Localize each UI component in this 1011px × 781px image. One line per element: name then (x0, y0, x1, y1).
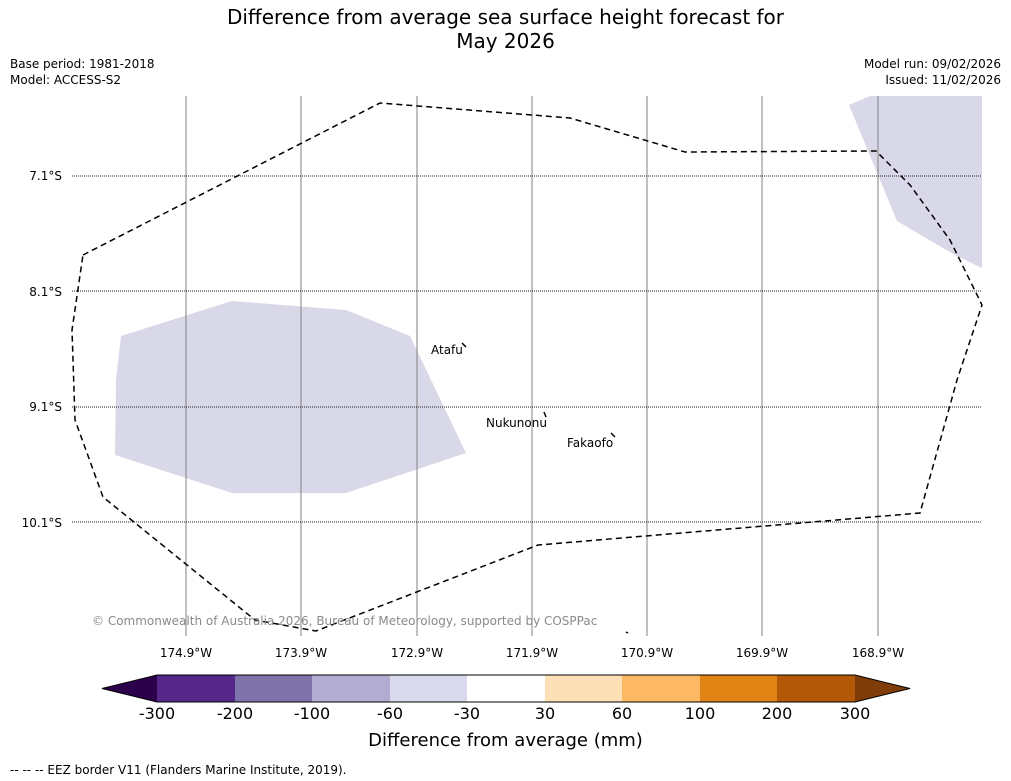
colorbar-segment-9 (777, 675, 855, 702)
colorbar-tick-7: 100 (684, 704, 716, 723)
anomaly-area-northeast (849, 96, 982, 268)
chart-title: Difference from average sea surface heig… (0, 5, 1011, 53)
lon-label-171-9: 171.9°W (505, 646, 559, 660)
meridian-lines (185, 96, 879, 636)
colorbar-segment-5 (467, 675, 545, 702)
colorbar-tick-3: -60 (376, 704, 404, 723)
colorbar-segment-6 (545, 675, 622, 702)
lat-label-8-1: 8.1°S (29, 285, 62, 299)
model-run: Model run: 09/02/2026 (863, 57, 1001, 71)
island-nukunonu-mark (543, 411, 547, 418)
model-name: Model: ACCESS-S2 (10, 73, 122, 87)
meta-left: Base period: 1981-2018 Model: ACCESS-S2 (10, 56, 155, 88)
colorbar-outline (101, 674, 911, 703)
colorbar-tick-0: -300 (138, 704, 176, 723)
copyright-notice: © Commonwealth of Australia 2026, Bureau… (92, 614, 598, 628)
lon-label-173-9: 173.9°W (274, 646, 328, 660)
lat-label-9-1: 9.1°S (29, 400, 62, 414)
colorbar-tick-8: 200 (761, 704, 793, 723)
issued-date: Issued: 11/02/2026 (885, 73, 1001, 87)
meta-right: Model run: 09/02/2026 Issued: 11/02/2026 (864, 56, 1001, 88)
lon-label-174-9: 174.9°W (159, 646, 213, 660)
colorbar-extend-low (102, 675, 157, 702)
lon-label-172-9: 172.9°W (390, 646, 444, 660)
colorbar-segment-7 (622, 675, 700, 702)
lon-label-170-9: 170.9°W (620, 646, 674, 660)
eez-footnote: -- -- -- EEZ border V11 (Flanders Marine… (10, 763, 347, 777)
colorbar-tick-6: 60 (611, 704, 633, 723)
colorbar-segment-2 (235, 675, 312, 702)
colorbar-label: Difference from average (mm) (368, 730, 643, 751)
lon-label-169-9: 169.9°W (735, 646, 789, 660)
anomaly-area-west (115, 301, 466, 493)
lat-label-7-1: 7.1°S (29, 169, 62, 183)
island-marks (461, 342, 629, 634)
parallel-lines (72, 175, 982, 523)
title-line-2: May 2026 (456, 29, 555, 53)
colorbar-segment-1 (157, 675, 235, 702)
colorbar-segment-3 (312, 675, 390, 702)
island-fakaofo-mark (610, 432, 616, 438)
title-line-1: Difference from average sea surface heig… (226, 5, 785, 29)
colorbar-extend-high (855, 675, 910, 702)
colorbar-tick-4: -30 (453, 704, 481, 723)
place-atafu: Atafu (431, 343, 463, 357)
colorbar-tick-5: 30 (534, 704, 556, 723)
island-swains-mark (625, 631, 629, 634)
colorbar-tick-9: 300 (839, 704, 871, 723)
island-atafu-mark (461, 342, 467, 348)
colorbar-tick-1: -200 (216, 704, 254, 723)
place-nukunonu: Nukunonu (486, 416, 547, 430)
place-fakaofo: Fakaofo (567, 436, 614, 450)
colorbar-segment-4 (390, 675, 467, 702)
colorbar (101, 674, 911, 703)
eez-border (71, 102, 983, 632)
colorbar-tick-2: -100 (293, 704, 331, 723)
lon-label-168-9: 168.9°W (851, 646, 905, 660)
base-period: Base period: 1981-2018 (10, 57, 155, 71)
lat-label-10-1: 10.1°S (21, 516, 62, 530)
colorbar-segment-8 (700, 675, 777, 702)
